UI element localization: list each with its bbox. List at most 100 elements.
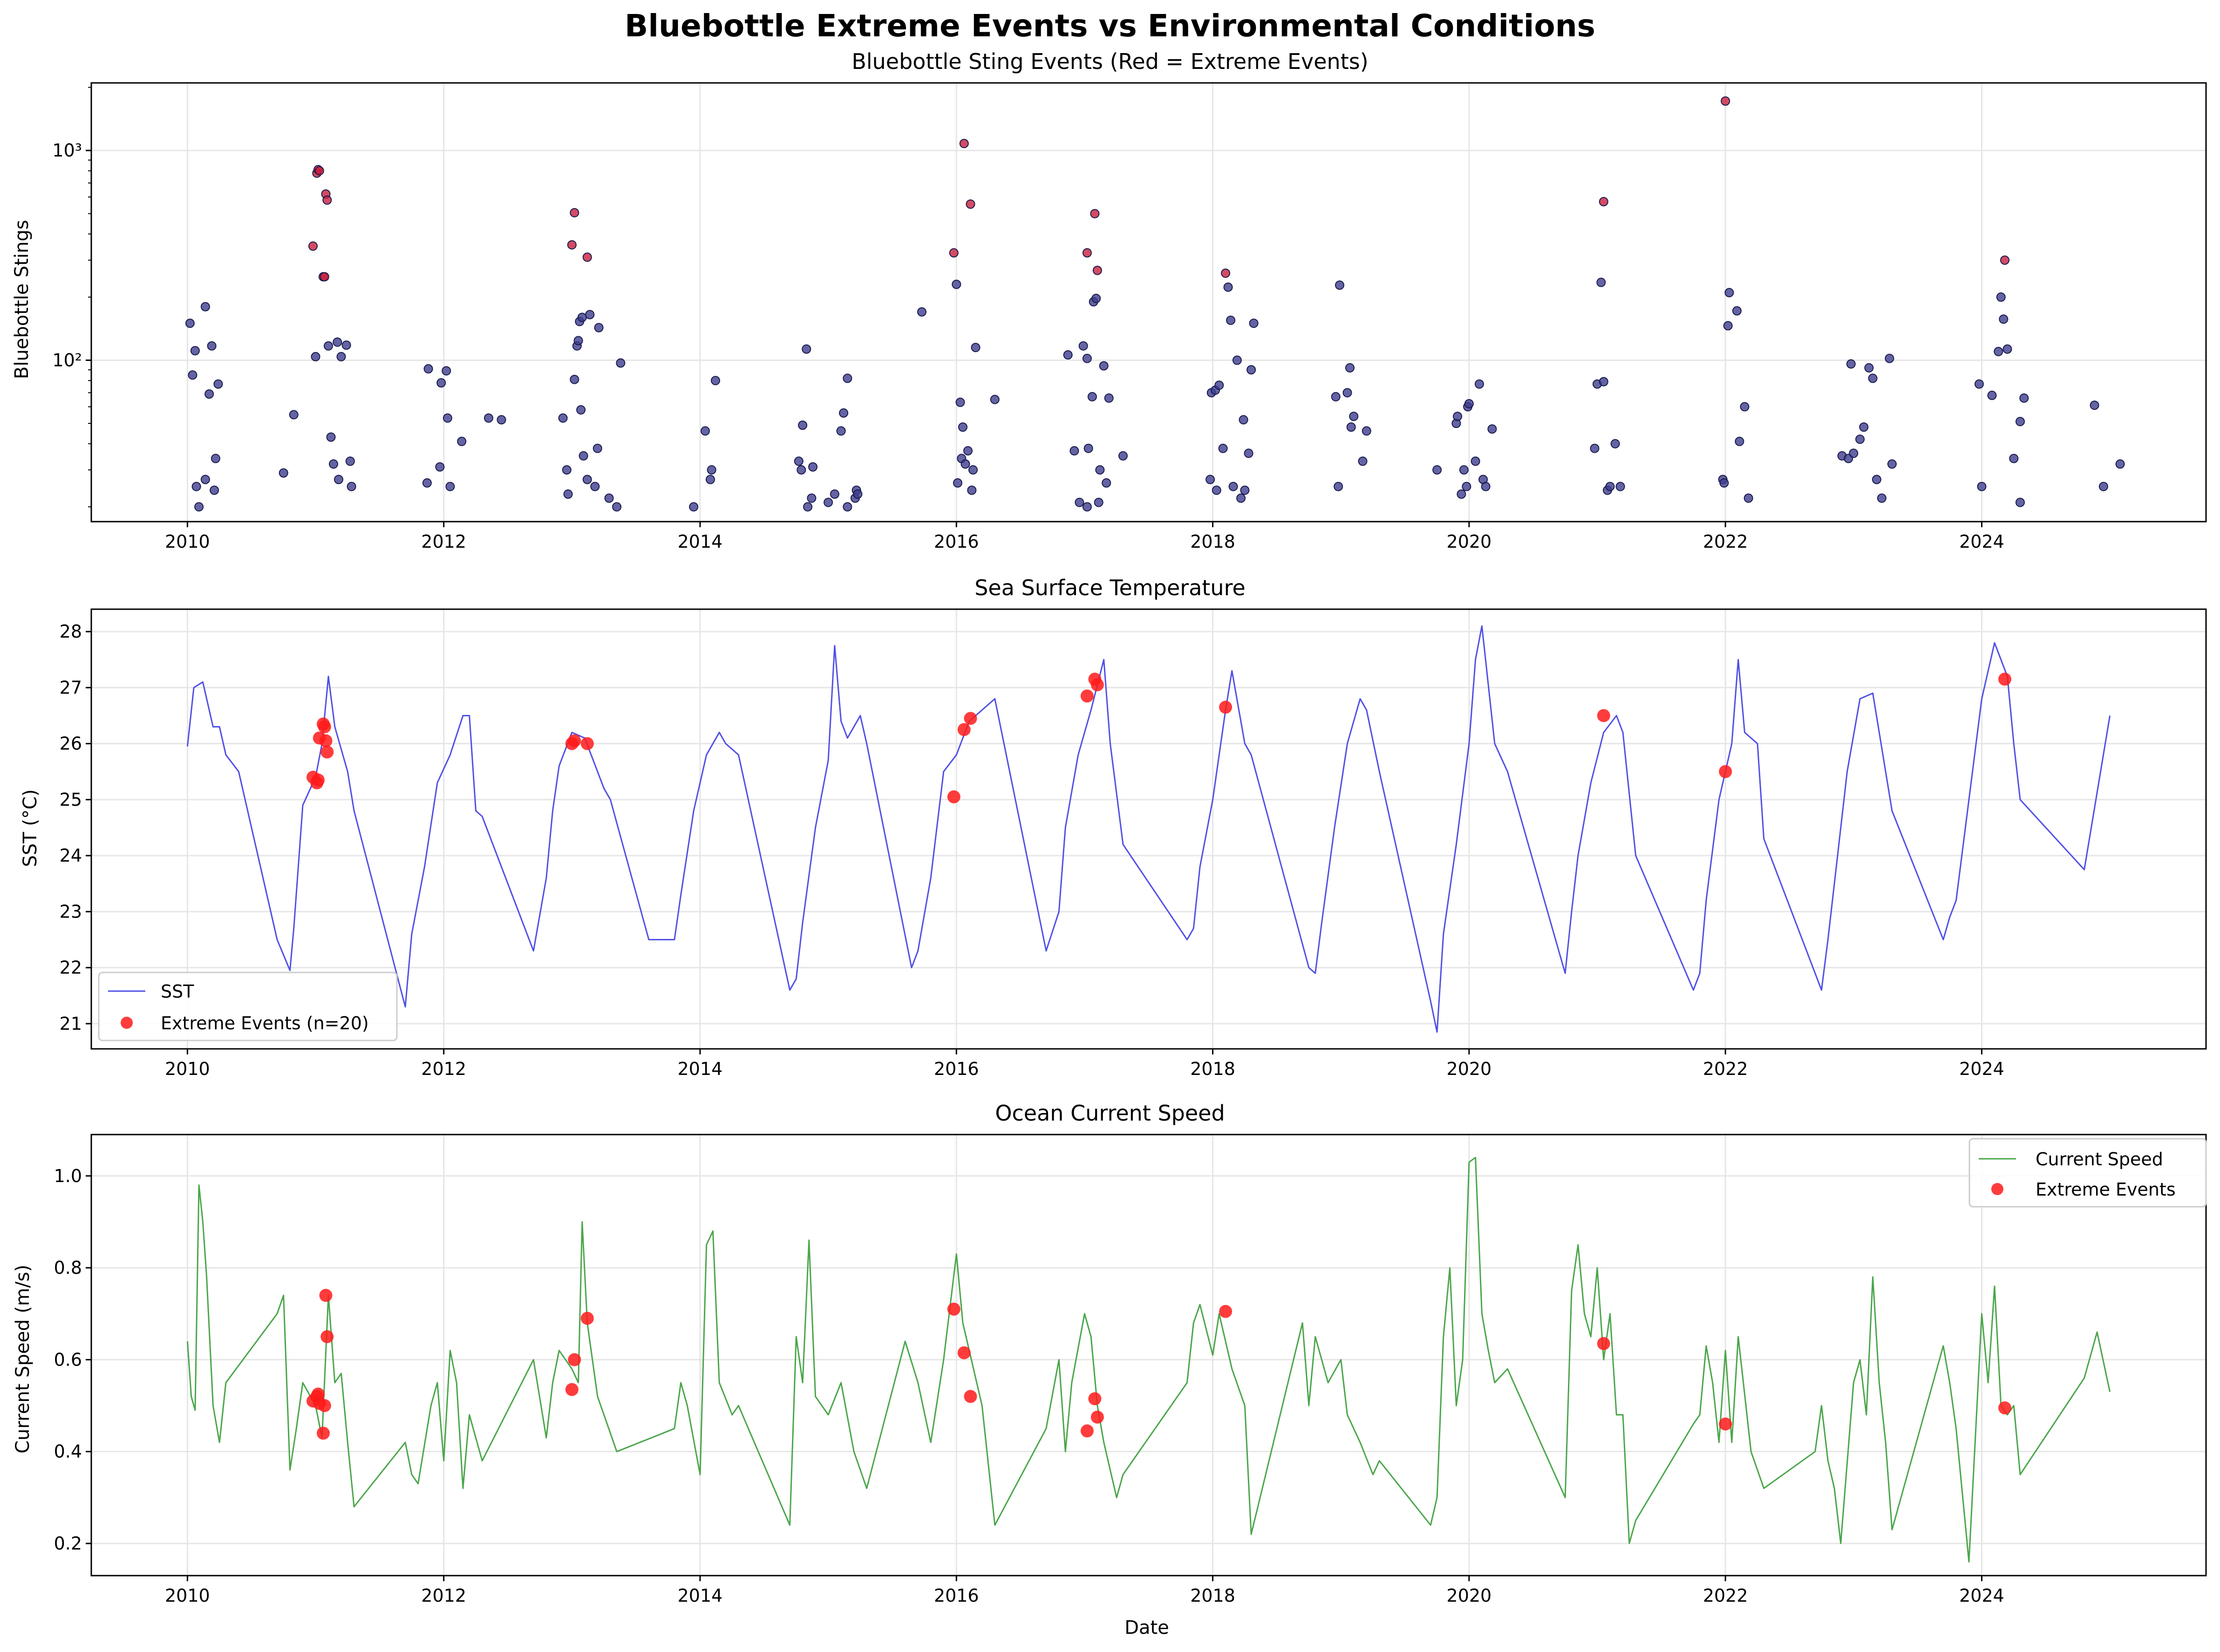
sting-point-23 (347, 482, 356, 491)
sting-point-21 (341, 340, 351, 350)
current-legend-extreme-swatch (1991, 1183, 2003, 1195)
sting-point-100 (1118, 451, 1128, 461)
sst-title: Sea Surface Temperature (974, 575, 1246, 600)
sting-point-121 (1345, 363, 1355, 373)
sting-point-135 (1474, 379, 1484, 389)
sting-point-27 (436, 378, 446, 388)
sting-point-13 (289, 410, 299, 420)
sting-xtick-label-2020: 2020 (1447, 531, 1492, 552)
extreme-sting-point-10 (582, 252, 592, 262)
extreme-sting-point-12 (959, 139, 969, 149)
sting-point-51 (616, 358, 626, 368)
sting-point-169 (1987, 390, 1997, 400)
sst-extreme-event-marker-2 (312, 773, 325, 787)
sting-point-29 (443, 413, 452, 423)
sting-point-142 (1599, 377, 1608, 387)
extreme-sting-point-18 (1599, 197, 1608, 206)
sting-point-117 (1331, 392, 1341, 401)
sst-extreme-event-marker-5 (318, 720, 331, 734)
sst-xtick-label-2016: 2016 (934, 1059, 979, 1079)
extreme-sting-point-7 (322, 195, 332, 205)
sting-point-5 (200, 302, 210, 312)
sst-legend: SST Extreme Events (n=20) (98, 972, 398, 1041)
sst-line (186, 625, 2111, 1033)
sting-point-30 (445, 482, 455, 491)
extreme-sting-point-17 (1221, 268, 1231, 278)
sting-point-89 (1082, 502, 1092, 512)
sst-legend-extreme-label: Extreme Events (n=20) (161, 1013, 369, 1033)
current-extreme-event-marker-4 (317, 1427, 330, 1440)
sst-xtick-label-2022: 2022 (1703, 1059, 1748, 1079)
sting-point-8 (210, 485, 219, 495)
sting-point-53 (701, 426, 710, 436)
sting-point-128 (1453, 412, 1463, 421)
sting-point-39 (573, 336, 583, 346)
sting-point-134 (1471, 456, 1480, 466)
current-xtick-label-2016: 2016 (934, 1585, 979, 1606)
sting-point-41 (576, 405, 586, 415)
sting-point-25 (423, 364, 433, 374)
sting-point-4 (200, 475, 210, 484)
sting-events-ylabel: Bluebottle Stings (11, 220, 33, 379)
sting-point-113 (1240, 485, 1250, 495)
sting-point-55 (707, 465, 716, 475)
sst-extreme-event-marker-12 (957, 723, 971, 736)
figure-suptitle: Bluebottle Extreme Events vs Environment… (625, 8, 1595, 44)
extreme-sting-point-0 (308, 241, 318, 251)
sting-xtick-label-2012: 2012 (421, 531, 466, 552)
extreme-sting-point-19 (1721, 96, 1730, 106)
sting-point-130 (1459, 465, 1469, 475)
sting-point-34 (558, 413, 568, 423)
sst-xtick-label-2024: 2024 (1959, 1059, 2004, 1079)
sting-point-179 (2098, 482, 2108, 491)
sting-point-17 (329, 459, 338, 469)
sting-point-87 (1075, 497, 1084, 507)
sting-point-66 (836, 426, 846, 436)
sting-ytick-label-0: 10² (52, 350, 82, 370)
sting-xtick-label-2022: 2022 (1703, 531, 1748, 552)
sting-point-97 (1099, 361, 1109, 371)
sting-point-105 (1214, 381, 1224, 390)
sting-point-49 (604, 493, 614, 503)
sting-point-72 (853, 489, 863, 499)
sting-point-3 (194, 502, 204, 512)
sst-xtick-label-2010: 2010 (165, 1059, 210, 1079)
sting-point-154 (1743, 493, 1753, 503)
sting-point-48 (594, 323, 604, 333)
current-xtick-label-2010: 2010 (165, 1585, 210, 1606)
extreme-sting-point-3 (314, 166, 324, 176)
sting-xtick-label-2016: 2016 (934, 531, 979, 552)
current-speed-xlabel: Date (1124, 1617, 1169, 1638)
sting-xtick-label-2024: 2024 (1959, 531, 2004, 552)
sting-point-149 (1723, 321, 1733, 331)
sting-point-176 (2016, 497, 2025, 507)
sst-panel: Sea Surface Temperature SST (°C) 2010 201… (20, 575, 2207, 1079)
current-speed-panel: Ocean Current Speed Current Speed (m/s) … (12, 1101, 2207, 1638)
sting-point-62 (807, 493, 817, 503)
current-extreme-event-marker-19 (1719, 1417, 1732, 1431)
sting-point-133 (1464, 399, 1474, 408)
current-extreme-event-marker-9 (568, 1353, 581, 1366)
sst-extreme-event-marker-6 (319, 734, 333, 748)
sting-point-129 (1457, 489, 1466, 499)
current-xtick-label-2024: 2024 (1959, 1585, 2004, 1606)
sst-extreme-event-marker-7 (320, 745, 334, 759)
sting-point-0 (185, 319, 195, 328)
sting-point-20 (336, 352, 346, 361)
current-ytick-label-0: 0.2 (54, 1533, 82, 1554)
sting-events-axes-frame (90, 82, 2207, 523)
sting-point-95 (1094, 497, 1103, 507)
current-extreme-event-marker-7 (320, 1330, 334, 1343)
sst-ytick-label-6: 27 (60, 677, 82, 698)
sting-point-68 (843, 374, 852, 383)
sting-point-123 (1349, 412, 1359, 421)
sting-point-168 (1977, 482, 1987, 491)
current-extreme-event-marker-12 (957, 1346, 971, 1360)
sting-point-152 (1735, 436, 1744, 446)
sst-ytick-label-5: 26 (60, 734, 82, 754)
sting-point-175 (2016, 417, 2025, 427)
sting-point-81 (968, 465, 978, 475)
sting-point-82 (971, 343, 981, 353)
extreme-sting-point-5 (320, 272, 329, 282)
sting-point-35 (562, 465, 572, 475)
